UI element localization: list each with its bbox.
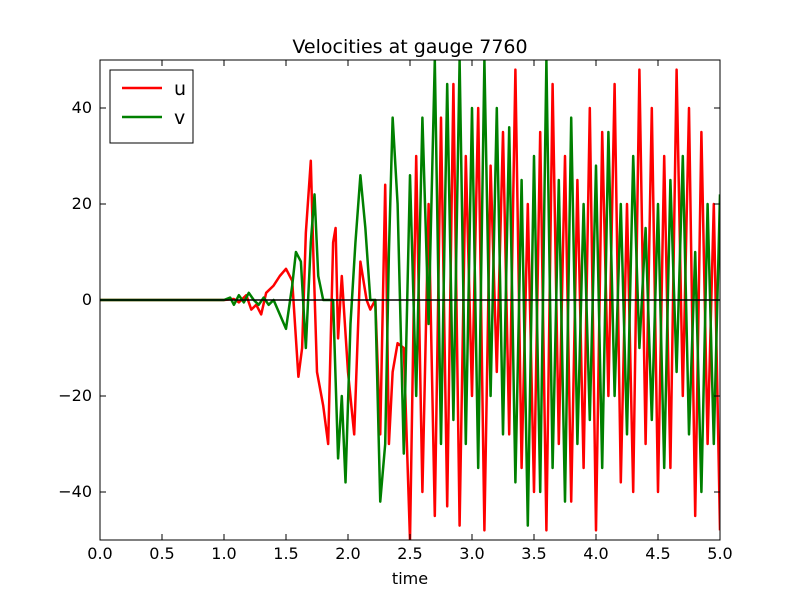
x-tick-label: 1.5 [273,544,298,563]
x-tick-label: 4.5 [645,544,670,563]
x-tick-label: 4.0 [583,544,608,563]
x-tick-label: 0.0 [87,544,112,563]
x-tick-label: 5.0 [707,544,732,563]
legend-box [109,69,194,144]
x-tick-label: 0.5 [149,544,174,563]
legend-label-u: u [174,78,186,100]
x-tick-label: 1.0 [211,544,236,563]
y-tick-label: −20 [58,386,92,405]
y-tick-label: 40 [72,98,92,117]
y-tick-label: 20 [72,194,92,213]
x-axis: 0.0 0.5 1.0 1.5 2.0 2.5 3.0 3.5 4.0 4.5 5.0 [87,60,733,563]
x-tick-label: 3.5 [521,544,546,563]
legend: uv [109,69,194,144]
x-tick-label: 2.0 [335,544,360,563]
x-axis-label: time [392,569,428,588]
x-tick-label: 2.5 [397,544,422,563]
chart-title: Velocities at gauge 7760 [292,36,527,58]
x-tick-label: 3.0 [459,544,484,563]
y-tick-label: 0 [82,290,92,309]
series-line-v [100,60,720,527]
y-tick-label: −40 [58,482,92,501]
legend-label-v: v [174,107,185,129]
y-axis: −40 −20 0 20 40 [58,98,720,501]
